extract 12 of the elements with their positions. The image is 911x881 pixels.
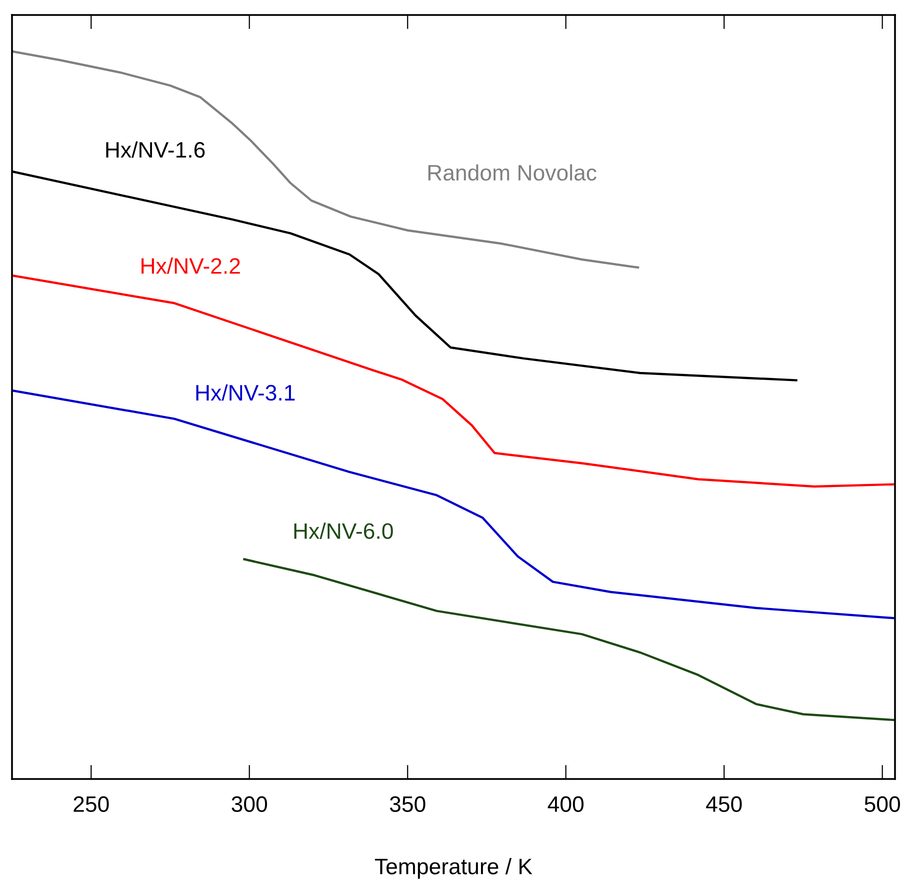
x-tick-label: 300 [232, 796, 268, 812]
series-label: Hx/NV-1.6 [106, 141, 205, 158]
x-tick-label: 400 [548, 796, 584, 812]
series-label: Hx/NV-3.1 [196, 384, 295, 401]
series-label: Hx/NV-2.2 [142, 258, 240, 274]
text: Random Novolac [428, 164, 596, 181]
x-tick-label: 250 [74, 796, 109, 812]
series-label: Hx/NV-6.0 [294, 522, 393, 539]
x-tick-label: 500 [864, 796, 900, 812]
x-axis-title: Temperature / K [374, 858, 532, 879]
x-tick-label: 350 [390, 796, 426, 812]
x-tick-label: 450 [706, 796, 742, 812]
